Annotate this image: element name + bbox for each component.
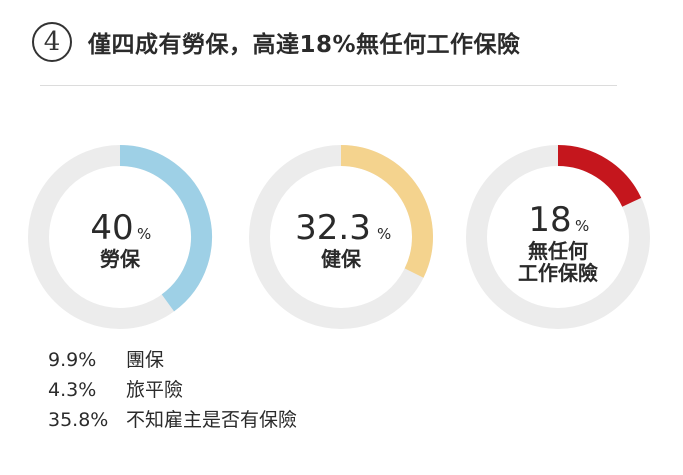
legend-item-group-insurance: 9.9% 團保 bbox=[48, 345, 297, 375]
legend-item-travel-insurance: 4.3% 旅平險 bbox=[48, 375, 297, 405]
donut-slice-none bbox=[557, 145, 642, 208]
donut-value: 18 bbox=[528, 200, 571, 240]
legend-pct: 4.3% bbox=[48, 379, 97, 401]
legend-pct: 9.9% bbox=[48, 349, 97, 371]
legend: 9.9% 團保 4.3% 旅平險 35.8% 不知雇主是否有保險 bbox=[48, 345, 297, 435]
donut-none: 18 % 無任何工作保險 bbox=[466, 145, 650, 329]
donut-slice-labor bbox=[119, 145, 212, 312]
donut-unit: % bbox=[377, 225, 391, 243]
legend-pct: 35.8% bbox=[48, 409, 109, 431]
donut-value: 32.3 bbox=[295, 208, 371, 248]
donut-label: 工作保險 bbox=[518, 261, 598, 285]
legend-label: 團保 bbox=[126, 349, 165, 371]
donut-health: 32.3 % 健保 bbox=[249, 145, 433, 329]
legend-label: 不知雇主是否有保險 bbox=[126, 409, 298, 431]
header-divider bbox=[40, 85, 617, 86]
header: 4 僅四成有勞保，高達18%無任何工作保險 bbox=[32, 14, 521, 70]
donut-label: 勞保 bbox=[100, 247, 141, 271]
donut-labor: 40 % 勞保 bbox=[28, 145, 212, 329]
donut-label: 健保 bbox=[321, 247, 362, 271]
donut-unit: % bbox=[575, 217, 589, 235]
donut-label: 無任何 bbox=[528, 239, 588, 263]
donut-slice-health bbox=[340, 145, 433, 278]
page-title: 僅四成有勞保，高達18%無任何工作保險 bbox=[88, 32, 521, 58]
legend-label: 旅平險 bbox=[126, 379, 184, 401]
section-number-badge: 4 bbox=[32, 22, 72, 62]
donut-unit: % bbox=[137, 225, 151, 243]
donut-value: 40 bbox=[90, 208, 133, 248]
legend-item-unknown: 35.8% 不知雇主是否有保險 bbox=[48, 405, 297, 435]
